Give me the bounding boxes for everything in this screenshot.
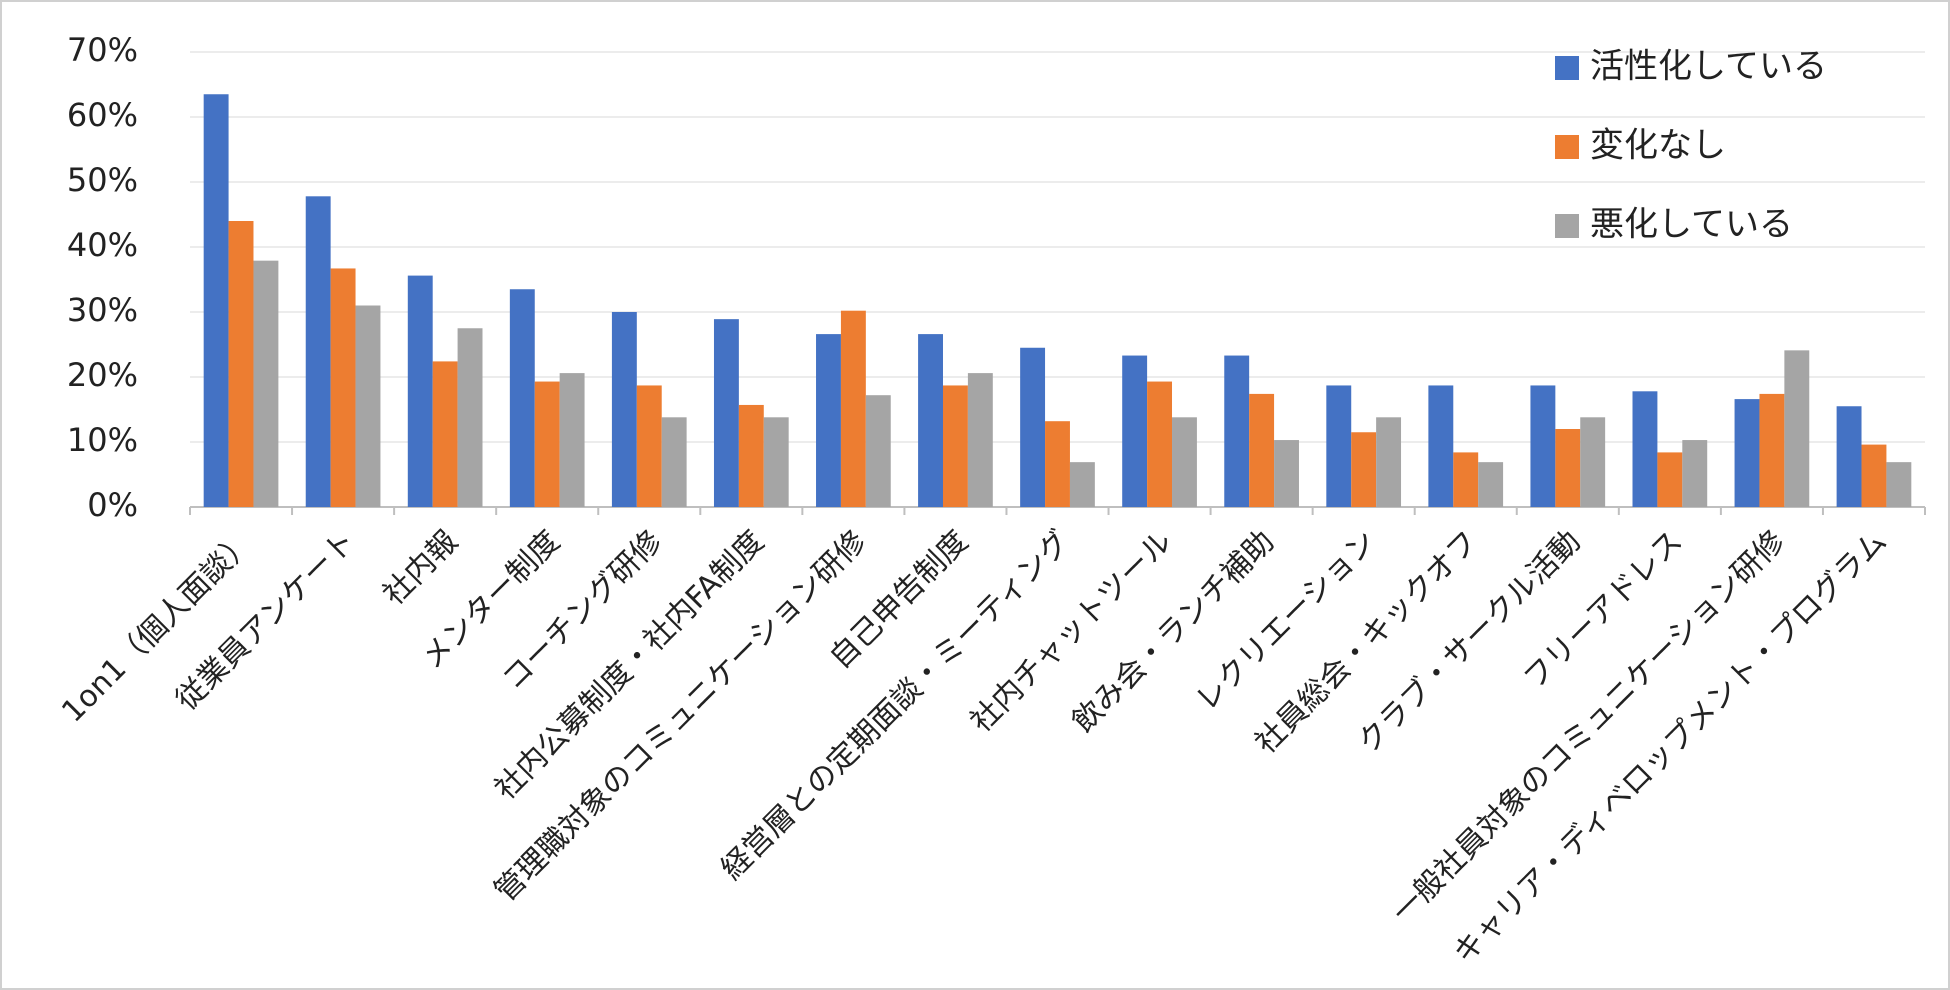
bar: [253, 260, 279, 507]
bar: [1836, 406, 1862, 507]
legend-swatch: [1555, 56, 1579, 80]
bar: [1122, 355, 1148, 507]
bar: [611, 312, 637, 507]
y-tick-label: 70%: [67, 31, 138, 69]
bar: [1861, 444, 1887, 507]
bar: [330, 268, 356, 507]
bar: [1886, 462, 1912, 507]
bar: [1530, 385, 1556, 507]
bar: [1351, 432, 1377, 507]
bar: [1632, 391, 1658, 507]
bar: [1020, 347, 1046, 507]
y-tick-label: 50%: [67, 161, 138, 199]
bar: [1555, 429, 1581, 507]
legend-label: 変化なし: [1590, 126, 1726, 166]
bar: [713, 319, 739, 507]
bar: [865, 395, 891, 507]
bar: [509, 289, 535, 507]
bar: [1734, 399, 1760, 507]
bar: [1224, 355, 1250, 507]
bar: [738, 404, 764, 507]
bar: [816, 334, 841, 507]
bar: [918, 334, 943, 507]
legend-label: 悪化している: [1590, 205, 1793, 245]
bar: [1784, 350, 1810, 507]
bar: [661, 417, 687, 507]
bar: [1069, 462, 1095, 507]
bar: [636, 385, 662, 507]
y-tick-label: 60%: [67, 96, 138, 134]
bar: [967, 373, 993, 507]
bar: [228, 221, 254, 507]
y-tick-label: 10%: [67, 421, 138, 459]
bar: [407, 275, 433, 507]
bar: [1428, 385, 1454, 507]
bar: [942, 385, 968, 507]
bar: [457, 328, 483, 507]
bar: [1478, 462, 1504, 507]
bar: [305, 196, 331, 508]
bar: [1147, 381, 1173, 507]
y-tick-label: 20%: [67, 356, 138, 394]
bar: [1274, 440, 1299, 507]
bar: [203, 94, 229, 507]
bar: [1172, 417, 1197, 507]
y-tick-label: 0%: [87, 486, 138, 524]
legend-swatch: [1555, 214, 1579, 238]
legend-swatch: [1555, 135, 1579, 159]
bar: [534, 381, 560, 507]
bar: [1759, 393, 1785, 507]
bar: [763, 417, 789, 507]
bar: [355, 305, 381, 507]
bar: [1045, 421, 1070, 507]
bar: [1249, 393, 1275, 507]
bar: [559, 373, 585, 507]
bar: [840, 310, 866, 507]
bar: [1657, 452, 1683, 507]
bar: [1376, 417, 1402, 507]
bar: [1326, 385, 1352, 507]
legend-label: 活性化している: [1590, 47, 1827, 87]
bar: [1682, 440, 1708, 507]
y-tick-label: 40%: [67, 226, 138, 264]
bar: [1580, 417, 1606, 507]
bar: [432, 361, 458, 507]
bar: [1453, 452, 1479, 507]
y-tick-label: 30%: [67, 291, 138, 329]
